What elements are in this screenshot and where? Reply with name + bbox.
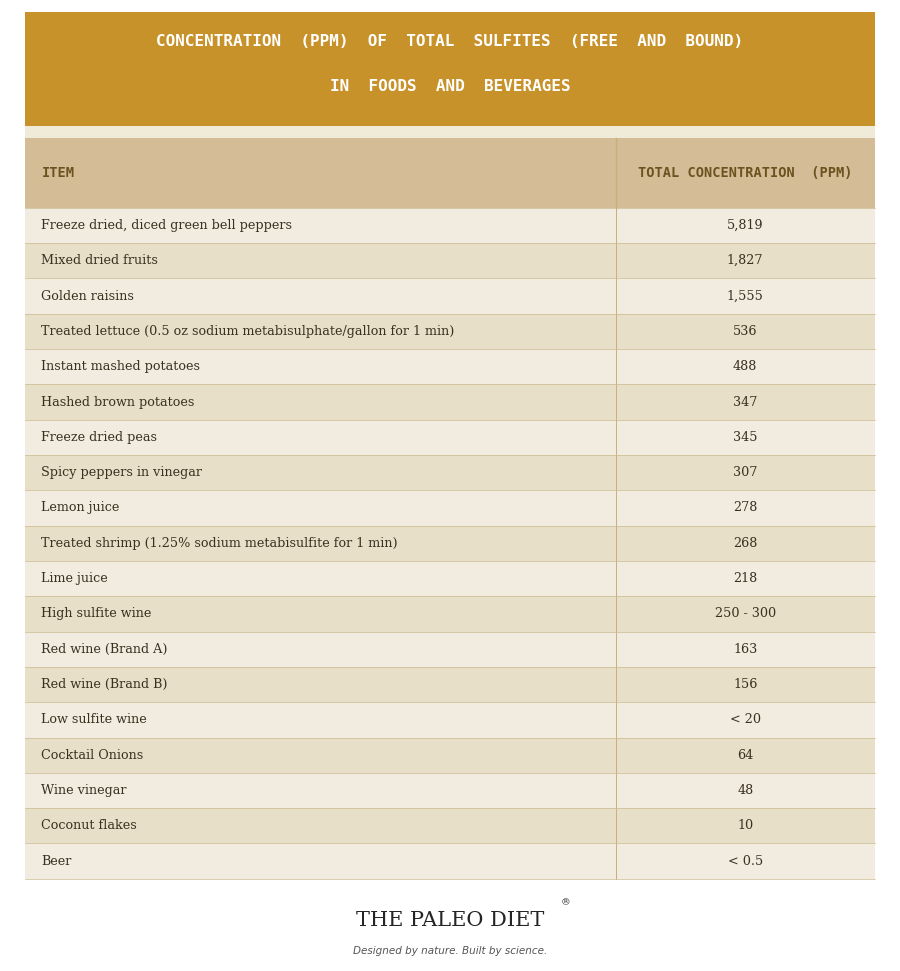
Text: 5,819: 5,819 [727,218,763,232]
Bar [25,525,616,561]
Text: 1,827: 1,827 [727,254,763,267]
Text: 156: 156 [733,678,758,691]
Bar [25,314,616,349]
Text: Spicy peppers in vinegar: Spicy peppers in vinegar [41,466,202,479]
Bar [616,844,875,879]
Text: Cocktail Onions: Cocktail Onions [41,749,144,761]
Bar [25,279,616,314]
Bar [616,738,875,773]
Bar [25,596,616,631]
Text: ITEM: ITEM [41,166,75,180]
Bar [25,667,616,702]
Text: 250 - 300: 250 - 300 [715,608,776,620]
Bar [25,455,616,490]
Text: TOTAL CONCENTRATION  (PPM): TOTAL CONCENTRATION (PPM) [638,166,852,180]
Bar [616,208,875,243]
Text: Golden raisins: Golden raisins [41,289,134,303]
Bar [25,490,616,525]
Bar [25,349,616,385]
Text: 307: 307 [733,466,758,479]
Bar [25,561,616,596]
Text: Treated shrimp (1.25% sodium metabisulfite for 1 min): Treated shrimp (1.25% sodium metabisulfi… [41,537,398,550]
Bar [25,844,616,879]
Text: Beer: Beer [41,854,72,868]
Bar [616,385,875,419]
Bar [25,138,875,208]
Bar [616,455,875,490]
Text: 163: 163 [734,643,758,655]
Text: < 0.5: < 0.5 [727,854,763,868]
Text: IN  FOODS  AND  BEVERAGES: IN FOODS AND BEVERAGES [329,79,571,94]
Bar [25,12,875,126]
Bar [25,419,616,455]
Bar [616,667,875,702]
Text: 1,555: 1,555 [727,289,764,303]
Text: Lime juice: Lime juice [41,572,108,586]
Text: 10: 10 [737,820,753,832]
Text: Red wine (Brand A): Red wine (Brand A) [41,643,168,655]
Text: < 20: < 20 [730,714,760,726]
Bar [616,773,875,808]
Text: CONCENTRATION  (PPM)  OF  TOTAL  SULFITES  (FREE  AND  BOUND): CONCENTRATION (PPM) OF TOTAL SULFITES (F… [157,34,743,50]
Text: 218: 218 [734,572,758,586]
Text: High sulfite wine: High sulfite wine [41,608,152,620]
Bar [25,702,616,738]
Text: Designed by nature. Built by science.: Designed by nature. Built by science. [353,946,547,955]
Bar [616,243,875,279]
Text: 536: 536 [733,325,758,338]
Text: Lemon juice: Lemon juice [41,501,120,515]
Text: 488: 488 [733,360,758,373]
Text: Wine vinegar: Wine vinegar [41,784,127,797]
Text: Freeze dried peas: Freeze dried peas [41,431,158,444]
Text: Freeze dried, diced green bell peppers: Freeze dried, diced green bell peppers [41,218,292,232]
Text: Instant mashed potatoes: Instant mashed potatoes [41,360,201,373]
Bar [616,419,875,455]
Text: Red wine (Brand B): Red wine (Brand B) [41,678,168,691]
Bar [25,738,616,773]
Text: Mixed dried fruits: Mixed dried fruits [41,254,158,267]
Bar [616,631,875,667]
Bar [616,596,875,631]
Bar [616,525,875,561]
Bar [616,561,875,596]
Text: ®: ® [561,898,570,907]
Bar [25,385,616,419]
Text: 268: 268 [733,537,758,550]
Bar [616,808,875,844]
Text: Treated lettuce (0.5 oz sodium metabisulphate/gallon for 1 min): Treated lettuce (0.5 oz sodium metabisul… [41,325,454,338]
Bar [25,631,616,667]
Text: 48: 48 [737,784,753,797]
Text: Low sulfite wine: Low sulfite wine [41,714,148,726]
Bar [616,490,875,525]
Bar [25,208,616,243]
Bar [616,279,875,314]
Text: 64: 64 [737,749,753,761]
Text: 345: 345 [733,431,758,444]
Bar [616,314,875,349]
Text: 278: 278 [733,501,758,515]
Bar [616,702,875,738]
Bar [616,349,875,385]
Bar [25,808,616,844]
Bar [25,126,875,138]
Bar [25,773,616,808]
Bar [25,243,616,279]
Text: Hashed brown potatoes: Hashed brown potatoes [41,395,194,409]
Text: THE PALEO DIET: THE PALEO DIET [356,911,544,930]
Text: 347: 347 [733,395,758,409]
Text: Coconut flakes: Coconut flakes [41,820,137,832]
